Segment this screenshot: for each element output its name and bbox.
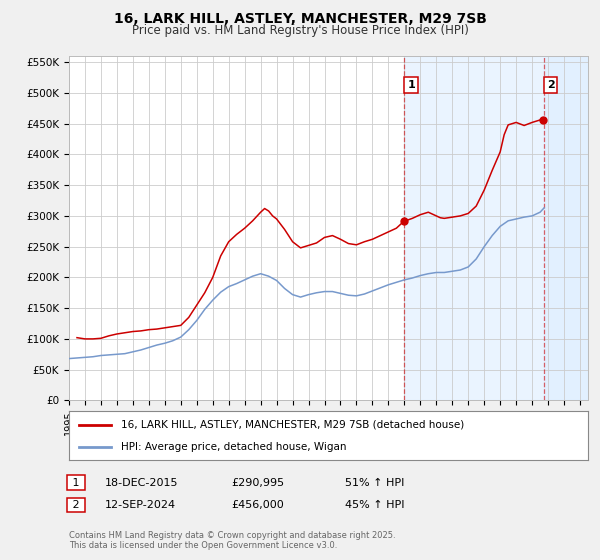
Text: 1: 1 xyxy=(69,478,83,488)
Bar xyxy=(544,56,588,400)
Bar xyxy=(544,56,588,400)
Text: 45% ↑ HPI: 45% ↑ HPI xyxy=(345,500,404,510)
Text: 1: 1 xyxy=(407,80,415,90)
Text: 18-DEC-2015: 18-DEC-2015 xyxy=(105,478,179,488)
Text: 2: 2 xyxy=(69,500,83,510)
Text: 16, LARK HILL, ASTLEY, MANCHESTER, M29 7SB: 16, LARK HILL, ASTLEY, MANCHESTER, M29 7… xyxy=(113,12,487,26)
Text: 16, LARK HILL, ASTLEY, MANCHESTER, M29 7SB (detached house): 16, LARK HILL, ASTLEY, MANCHESTER, M29 7… xyxy=(121,420,464,430)
Text: 51% ↑ HPI: 51% ↑ HPI xyxy=(345,478,404,488)
Text: HPI: Average price, detached house, Wigan: HPI: Average price, detached house, Wiga… xyxy=(121,441,346,451)
Text: Price paid vs. HM Land Registry's House Price Index (HPI): Price paid vs. HM Land Registry's House … xyxy=(131,24,469,36)
Text: 2: 2 xyxy=(547,80,555,90)
Text: £456,000: £456,000 xyxy=(231,500,284,510)
Bar xyxy=(404,56,588,400)
Text: Contains HM Land Registry data © Crown copyright and database right 2025.
This d: Contains HM Land Registry data © Crown c… xyxy=(69,531,395,550)
Text: £290,995: £290,995 xyxy=(231,478,284,488)
Text: 12-SEP-2024: 12-SEP-2024 xyxy=(105,500,176,510)
